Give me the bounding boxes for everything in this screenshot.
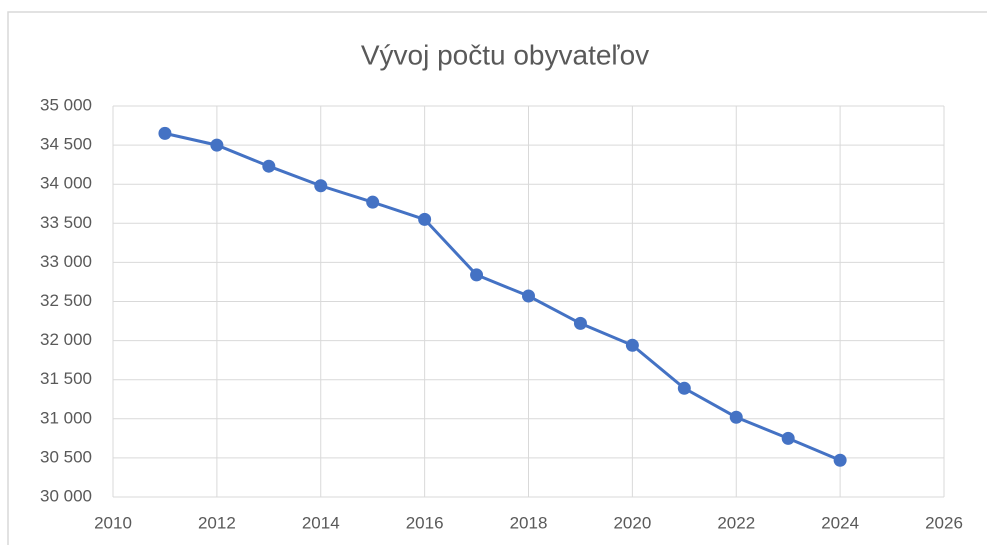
x-tick-label: 2016 xyxy=(406,513,444,532)
data-point xyxy=(314,179,328,193)
y-tick-label: 30 000 xyxy=(40,486,92,505)
y-tick-label: 35 000 xyxy=(40,95,92,114)
data-point xyxy=(677,381,691,395)
x-tick-label: 2018 xyxy=(510,513,548,532)
y-tick-label: 34 500 xyxy=(40,135,92,154)
data-point xyxy=(833,453,847,467)
y-tick-label: 33 500 xyxy=(40,213,92,232)
y-tick-label: 32 000 xyxy=(40,330,92,349)
data-point xyxy=(158,126,172,140)
chart-title: Vývoj počtu obyvateľov xyxy=(361,39,649,70)
x-tick-label: 2020 xyxy=(613,513,651,532)
data-point xyxy=(470,268,484,282)
data-point xyxy=(625,338,639,352)
y-tick-label: 30 500 xyxy=(40,447,92,466)
y-tick-label: 31 000 xyxy=(40,408,92,427)
data-point xyxy=(781,431,795,445)
x-tick-label: 2022 xyxy=(717,513,755,532)
y-tick-label: 34 000 xyxy=(40,174,92,193)
data-point xyxy=(210,138,224,152)
x-tick-label: 2014 xyxy=(302,513,340,532)
data-point xyxy=(522,289,535,303)
data-point xyxy=(366,195,380,209)
series-line xyxy=(164,131,841,462)
x-tick-label: 2012 xyxy=(198,513,236,532)
x-tick-label: 2024 xyxy=(821,513,859,532)
data-point xyxy=(573,316,587,330)
chart-frame xyxy=(7,11,987,545)
data-point xyxy=(262,159,276,173)
y-tick-label: 31 500 xyxy=(40,369,92,388)
x-tick-label: 2026 xyxy=(925,513,963,532)
x-tick-label: 2010 xyxy=(94,513,132,532)
data-point xyxy=(418,212,432,226)
data-point xyxy=(729,410,743,424)
y-tick-label: 32 500 xyxy=(40,291,92,310)
y-tick-label: 33 000 xyxy=(40,252,92,271)
